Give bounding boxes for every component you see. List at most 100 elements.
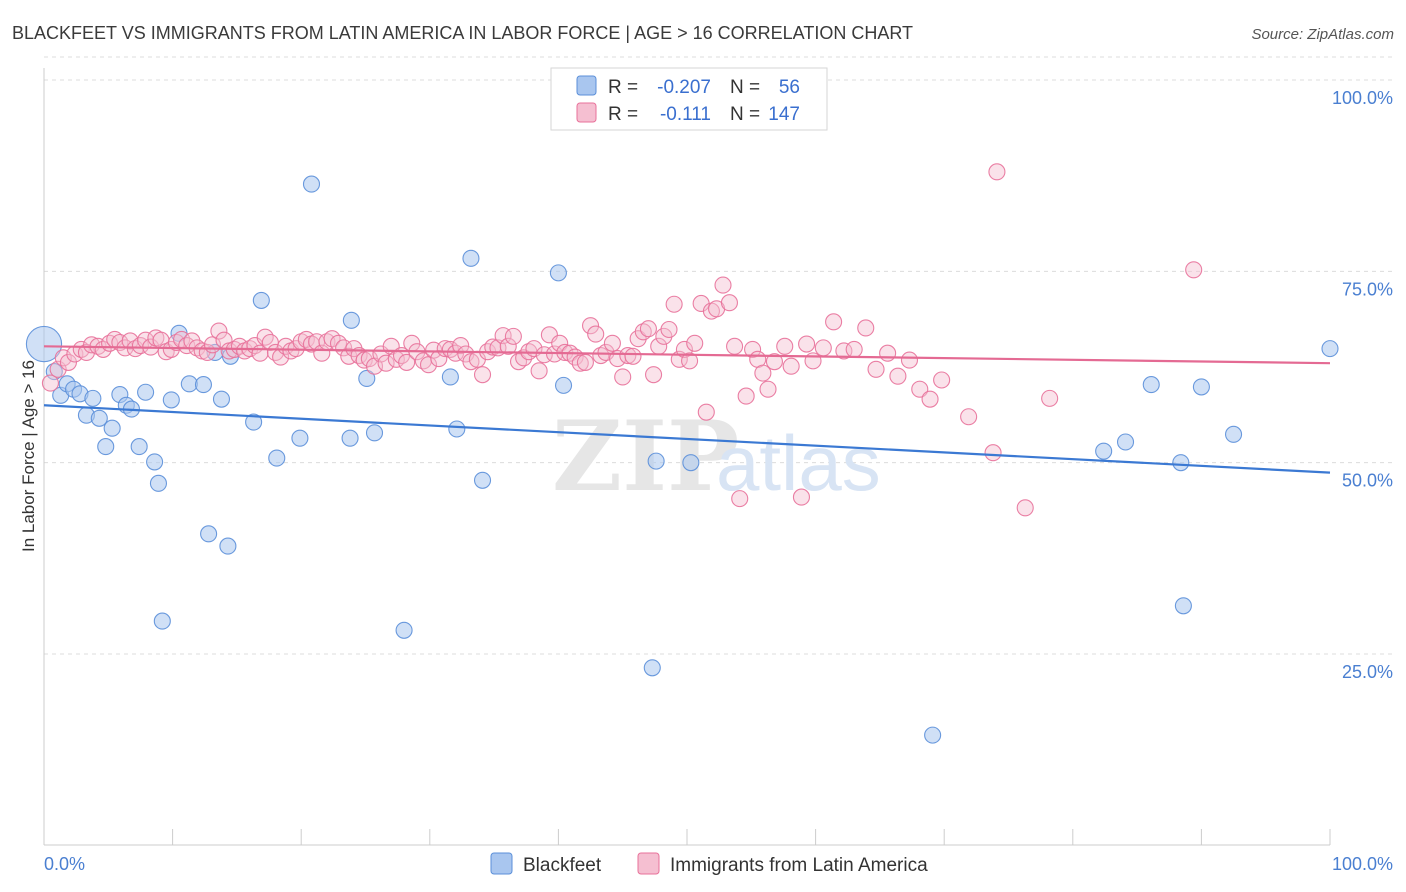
chart-title: BLACKFEET VS IMMIGRANTS FROM LATIN AMERI… bbox=[12, 23, 913, 43]
data-point-latin-america bbox=[624, 347, 642, 365]
data-point-blackfeet bbox=[1116, 433, 1135, 451]
legend-n-value: 56 bbox=[779, 77, 800, 98]
data-point-latin-america bbox=[462, 353, 480, 371]
y-tick-label: 25.0% bbox=[1342, 662, 1393, 682]
data-point-latin-america bbox=[681, 352, 699, 370]
data-point-latin-america bbox=[603, 334, 621, 352]
data-point-latin-america bbox=[619, 346, 637, 365]
data-point-latin-america bbox=[377, 354, 395, 372]
data-point-latin-america bbox=[867, 360, 885, 378]
data-point-blackfeet bbox=[448, 420, 466, 438]
y-tick-label: 100.0% bbox=[1332, 88, 1393, 108]
data-point-blackfeet bbox=[1095, 442, 1113, 460]
y-axis-label: In Labor Force | Age > 16 bbox=[19, 360, 38, 552]
legend-box: R = -0.207 N = 56 R = -0.111 N = 147 bbox=[550, 67, 828, 131]
trend-line-blackfeet bbox=[43, 404, 1331, 474]
chart-source: Source: ZipAtlas.com bbox=[1251, 26, 1394, 43]
y-tick-label: 50.0% bbox=[1342, 471, 1393, 491]
data-point-blackfeet bbox=[1321, 340, 1339, 358]
data-point-latin-america bbox=[665, 295, 683, 313]
data-point-latin-america bbox=[1041, 389, 1059, 407]
data-point-latin-america bbox=[765, 353, 783, 371]
data-point-blackfeet bbox=[137, 383, 155, 401]
data-point-latin-america bbox=[587, 325, 605, 343]
data-point-latin-america bbox=[984, 444, 1002, 462]
data-point-blackfeet bbox=[90, 409, 108, 427]
data-point-blackfeet bbox=[462, 249, 480, 267]
data-point-blackfeet bbox=[395, 621, 413, 639]
data-point-latin-america bbox=[345, 340, 363, 358]
data-point-blackfeet bbox=[146, 453, 164, 471]
data-point-latin-america bbox=[714, 276, 732, 294]
data-point-blackfeet bbox=[200, 525, 218, 543]
data-point-blackfeet bbox=[162, 391, 180, 409]
data-point-latin-america bbox=[845, 340, 863, 358]
data-point-blackfeet bbox=[342, 311, 360, 329]
bottom-legend-label-blackfeet: Blackfeet bbox=[523, 855, 602, 876]
data-point-blackfeet bbox=[268, 449, 286, 467]
data-point-latin-america bbox=[857, 319, 875, 337]
data-point-latin-america bbox=[697, 403, 715, 421]
data-point-blackfeet bbox=[1142, 376, 1160, 394]
data-point-latin-america bbox=[879, 344, 897, 362]
data-point-latin-america bbox=[178, 337, 196, 355]
data-point-latin-america bbox=[629, 330, 647, 348]
data-point-latin-america bbox=[645, 366, 663, 384]
data-point-blackfeet bbox=[473, 471, 492, 489]
data-point-blackfeet bbox=[1174, 597, 1192, 615]
y-tick-labels: 25.0% 50.0% 75.0% 100.0% bbox=[1332, 88, 1393, 682]
legend-swatch-blackfeet bbox=[576, 75, 597, 96]
x-tick-label-min: 0.0% bbox=[44, 854, 85, 874]
data-point-latin-america bbox=[686, 334, 704, 352]
data-point-latin-america bbox=[900, 351, 919, 369]
data-point-blackfeet bbox=[1225, 425, 1243, 443]
data-point-blackfeet bbox=[682, 454, 700, 472]
data-point-latin-america bbox=[825, 313, 843, 331]
data-point-blackfeet bbox=[924, 726, 942, 744]
data-point-latin-america bbox=[581, 317, 600, 335]
legend-r-label: R = bbox=[608, 77, 638, 98]
legend-swatch-latin-america bbox=[576, 102, 597, 123]
data-point-latin-america bbox=[210, 322, 228, 340]
data-point-latin-america bbox=[530, 362, 548, 380]
data-point-blackfeet bbox=[302, 175, 321, 193]
data-point-latin-america bbox=[614, 368, 632, 386]
data-point-latin-america bbox=[41, 374, 59, 392]
data-point-blackfeet bbox=[554, 376, 573, 394]
data-point-blackfeet bbox=[103, 419, 121, 437]
data-point-blackfeet bbox=[97, 438, 115, 456]
watermark: ZIP atlas bbox=[552, 400, 881, 513]
data-point-latin-america bbox=[452, 337, 470, 355]
data-point-latin-america bbox=[504, 327, 522, 345]
data-point-latin-america bbox=[798, 335, 816, 353]
data-point-blackfeet bbox=[252, 291, 270, 309]
data-point-latin-america bbox=[814, 339, 832, 357]
bottom-legend: Blackfeet Immigrants from Latin America bbox=[490, 852, 928, 876]
data-point-blackfeet bbox=[194, 376, 213, 394]
data-point-blackfeet bbox=[358, 369, 376, 388]
data-point-latin-america bbox=[576, 353, 594, 371]
data-point-latin-america bbox=[551, 334, 569, 352]
data-point-blackfeet bbox=[130, 438, 148, 456]
data-point-latin-america bbox=[1185, 261, 1203, 279]
x-axis-ticks bbox=[43, 829, 1331, 845]
data-point-blackfeet bbox=[25, 325, 63, 363]
data-point-blackfeet bbox=[149, 474, 168, 492]
y-tick-label: 75.0% bbox=[1342, 279, 1393, 299]
data-point-latin-america bbox=[933, 371, 951, 389]
data-point-latin-america bbox=[737, 387, 755, 405]
data-point-blackfeet bbox=[180, 375, 198, 393]
series-blackfeet-points bbox=[25, 175, 1339, 744]
x-tick-label-max: 100.0% bbox=[1332, 854, 1393, 874]
data-point-blackfeet bbox=[1172, 454, 1190, 472]
legend-r-value: -0.207 bbox=[657, 77, 711, 98]
data-point-latin-america bbox=[776, 337, 794, 355]
bottom-legend-label-latin-america: Immigrants from Latin America bbox=[670, 855, 928, 876]
legend-n-label: N = bbox=[730, 104, 760, 125]
data-point-latin-america bbox=[59, 353, 77, 371]
data-point-latin-america bbox=[744, 340, 762, 358]
trend-line-latin-america bbox=[43, 345, 1331, 365]
data-point-latin-america bbox=[571, 354, 589, 372]
legend-n-value: 147 bbox=[768, 104, 800, 125]
data-point-latin-america bbox=[911, 380, 929, 398]
